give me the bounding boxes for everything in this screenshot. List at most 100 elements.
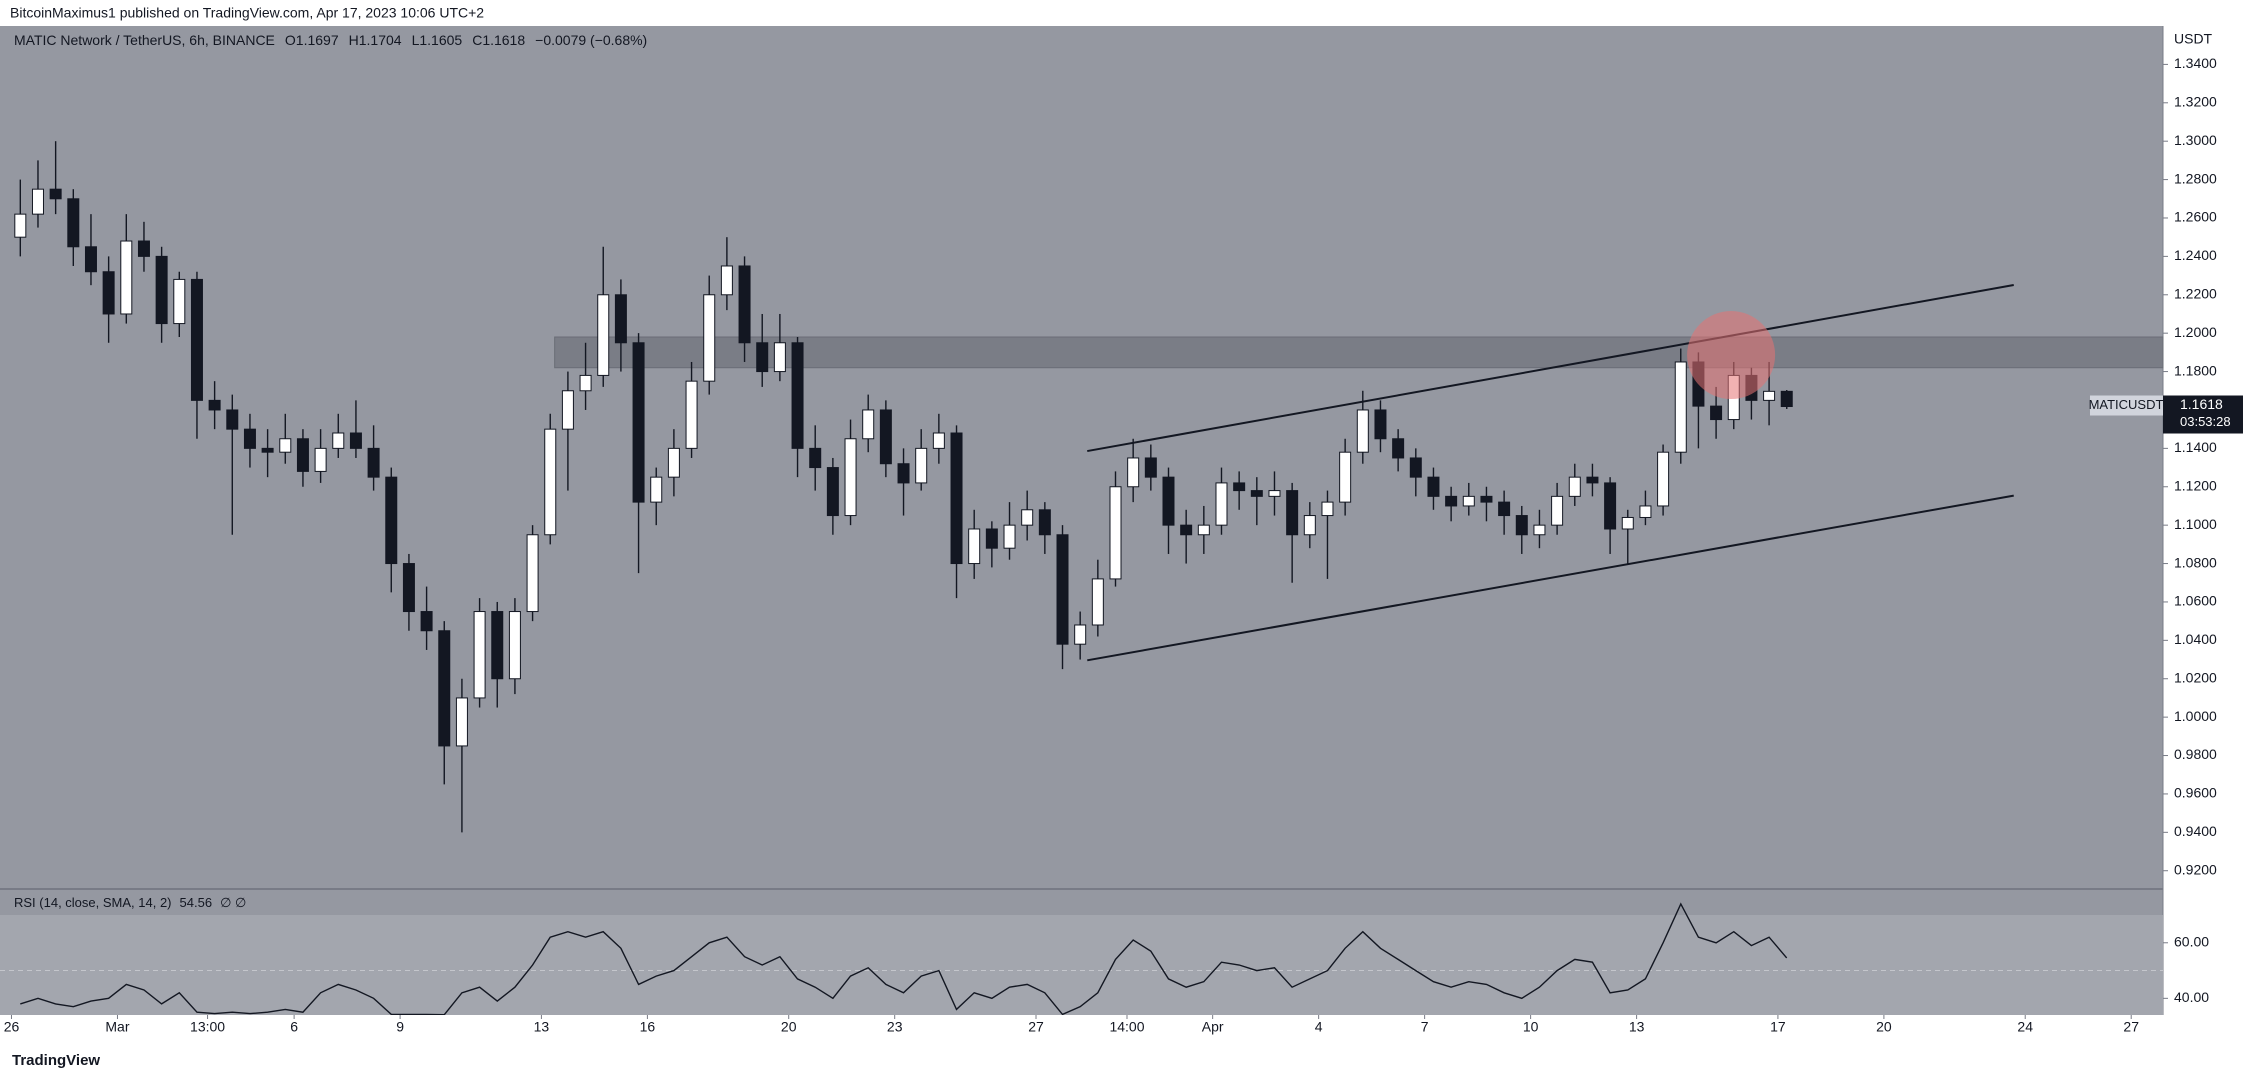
candle-body <box>243 428 256 449</box>
symbol-header: MATIC Network / TetherUS, 6h, BINANCE O1.… <box>14 32 647 48</box>
candle-body <box>650 476 663 503</box>
rsi-title: RSI (14, close, SMA, 14, 2) <box>14 895 172 910</box>
candle-body <box>84 246 97 273</box>
candle-body <box>738 265 751 344</box>
highlight-circle <box>1687 311 1776 400</box>
y-tick-label: 1.0600 <box>2174 593 2217 609</box>
candle-body <box>915 447 928 484</box>
candle-body <box>720 265 733 296</box>
candle-body <box>1462 495 1475 507</box>
candle-body <box>385 476 398 565</box>
candle-body <box>1392 438 1405 459</box>
x-tick-label: 13 <box>534 1019 550 1035</box>
candle-body <box>1639 505 1652 518</box>
candle-body <box>314 447 327 472</box>
candle-body <box>1056 534 1069 645</box>
candle-body <box>261 447 274 453</box>
candle-body <box>1021 509 1034 526</box>
price-tag <box>2163 395 2243 434</box>
ohlc-value: 1.1697 <box>296 32 339 48</box>
y-tick-label: 1.2000 <box>2174 324 2217 340</box>
change: −0.0079 (−0.68%) <box>535 32 647 48</box>
x-tick-label: 20 <box>781 1019 797 1035</box>
candle-body <box>1568 476 1581 497</box>
x-tick-label: 7 <box>1421 1019 1429 1035</box>
candle-body <box>1409 457 1422 478</box>
candle-body <box>685 380 698 449</box>
x-tick-label: 20 <box>1876 1019 1892 1035</box>
symbol-title: MATIC Network / TetherUS, 6h, BINANCE <box>14 32 275 48</box>
candle-body <box>208 399 221 411</box>
y-tick-label: 0.9400 <box>2174 823 2217 839</box>
candle-body <box>862 409 875 440</box>
x-tick-label: 4 <box>1315 1019 1323 1035</box>
candle-body <box>67 198 80 248</box>
y-tick-label: 1.2800 <box>2174 170 2217 186</box>
x-tick-label: 10 <box>1523 1019 1539 1035</box>
price-pane <box>0 26 2163 888</box>
y-tick-label: 1.2400 <box>2174 247 2217 263</box>
candle-body <box>1356 409 1369 453</box>
candle-body <box>1109 486 1122 580</box>
x-tick-label: 13 <box>1629 1019 1645 1035</box>
candle-body <box>1286 490 1299 536</box>
candle-body <box>844 438 857 517</box>
candle-body <box>1674 361 1687 453</box>
price-tag-value: 1.1618 <box>2180 396 2223 412</box>
candle-body <box>473 611 486 699</box>
candle-body <box>1586 476 1599 484</box>
candle-body <box>120 240 133 315</box>
candle-body <box>756 342 769 373</box>
candle-body <box>367 447 380 478</box>
symbol-tag <box>2090 395 2163 416</box>
candle-body <box>809 447 822 469</box>
candle-body <box>1533 524 1546 536</box>
candle-body <box>1710 405 1723 421</box>
candle-body <box>1498 501 1511 517</box>
candle-body <box>1162 476 1175 526</box>
candle-body <box>597 294 610 376</box>
candle-body <box>632 342 645 503</box>
candle-body <box>985 528 998 549</box>
y-tick-label: 1.1400 <box>2174 439 2217 455</box>
candle-body <box>1657 451 1670 507</box>
candle-body <box>1303 515 1316 536</box>
y-tick-label: 0.9200 <box>2174 861 2217 877</box>
candle-body <box>1250 490 1263 497</box>
rsi-nulls: ∅ ∅ <box>220 895 246 910</box>
candle-body <box>155 255 168 325</box>
candle-body <box>526 534 539 613</box>
candle-body <box>1321 501 1334 517</box>
candle-body <box>1551 495 1564 526</box>
rsi-line <box>20 902 1788 1015</box>
candle-body <box>1127 457 1140 488</box>
publisher: BitcoinMaximus1 published on TradingView… <box>10 5 484 21</box>
x-tick-label: Mar <box>105 1019 129 1035</box>
candle-body <box>791 342 804 449</box>
candle-body <box>968 528 981 565</box>
candle-body <box>561 390 574 430</box>
candle-body <box>296 438 309 472</box>
ohlc-value: 1.1618 <box>482 32 525 48</box>
y-tick-label: 1.2200 <box>2174 285 2217 301</box>
candle-body <box>226 409 239 430</box>
channel-line <box>1087 283 2014 453</box>
y-tick-label: 1.3200 <box>2174 93 2217 109</box>
candle-body <box>826 467 839 517</box>
candle-body <box>420 611 433 632</box>
candle-body <box>1003 524 1016 549</box>
y-tick-label: 1.2600 <box>2174 209 2217 225</box>
candle-body <box>1074 624 1087 645</box>
candle-body <box>1091 578 1104 626</box>
candle-body <box>279 438 292 453</box>
countdown: 03:53:28 <box>2180 414 2231 429</box>
candle-body <box>1215 482 1228 526</box>
candle-body <box>1233 482 1246 492</box>
candle-body <box>402 563 415 613</box>
symbol-tag-text: MATICUSDT <box>2089 397 2164 412</box>
ohlc-value: 1.1704 <box>359 32 402 48</box>
candle-body <box>932 432 945 449</box>
x-tick-label: 17 <box>1770 1019 1786 1035</box>
currency: USDT <box>2174 31 2213 47</box>
y-tick-label: 1.1000 <box>2174 516 2217 532</box>
